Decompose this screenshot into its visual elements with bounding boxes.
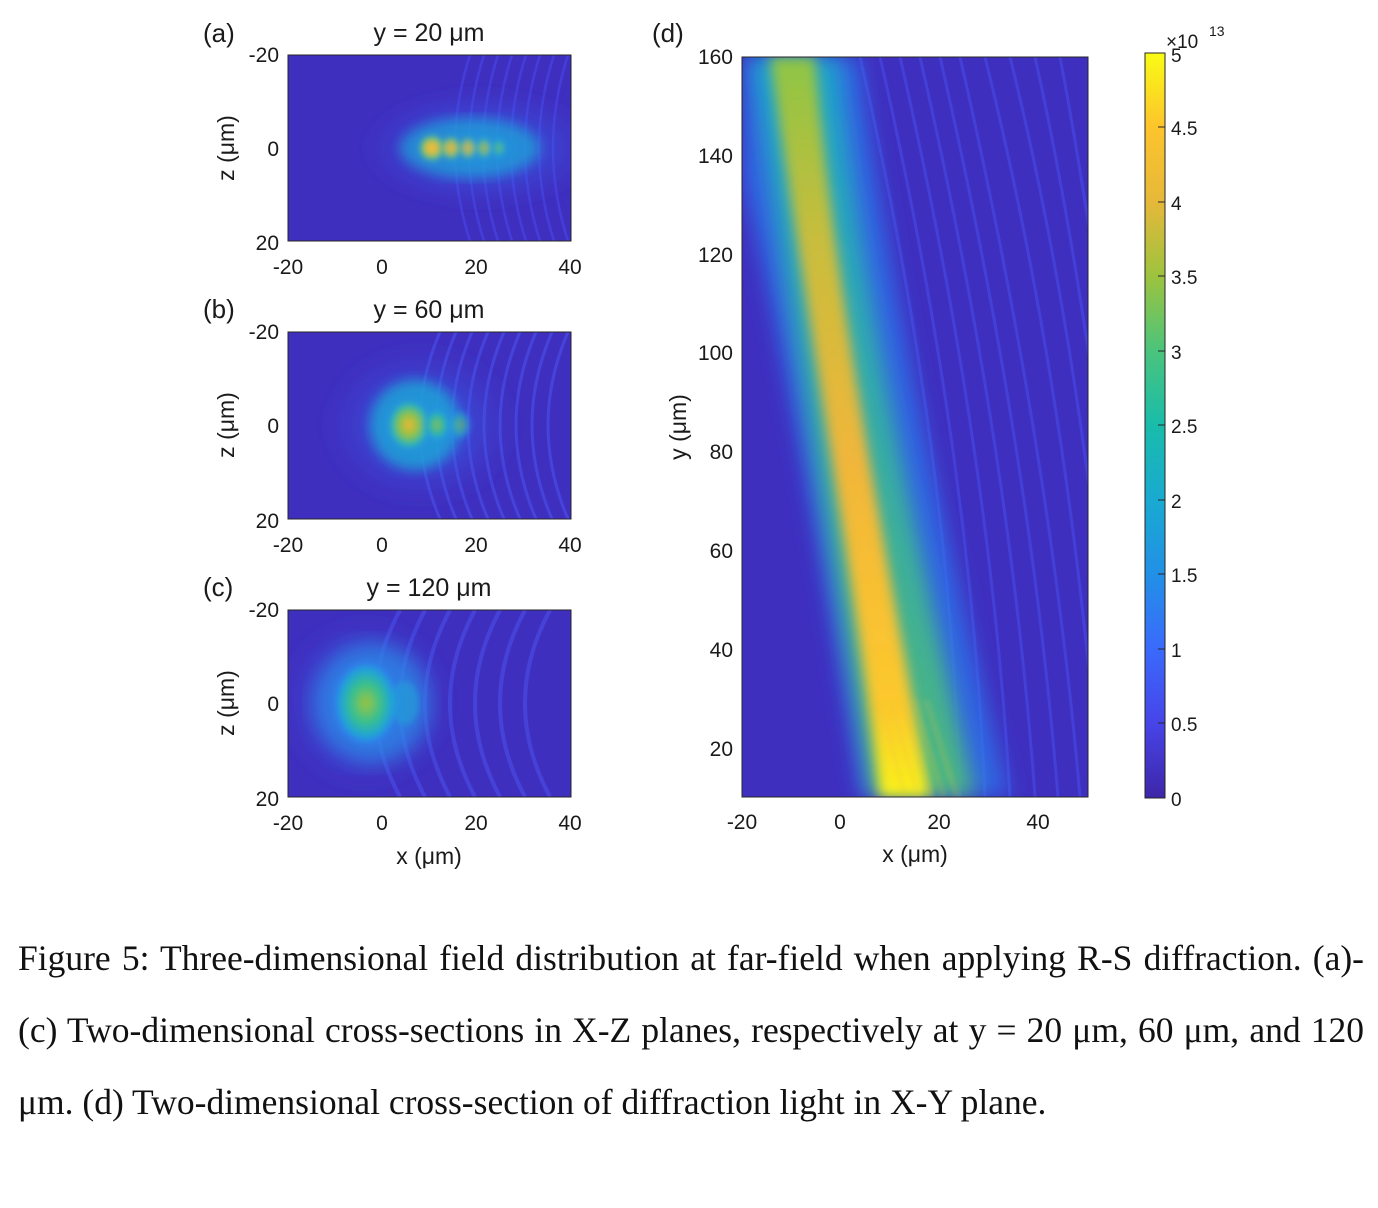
ytick-label: 80 [710,441,733,464]
colorbar-tick-label: 3 [1171,343,1182,364]
xlabel-d: x (μm) [882,841,948,867]
panel-title-c: y = 120 μm [367,574,492,602]
panel-label-d: (d) [652,18,684,48]
bright-spots-b [385,397,471,453]
ytick-label: 20 [710,738,733,761]
ylabel-a: z (μm) [213,115,239,181]
xticks-d: -20 0 20 40 [727,811,1050,834]
heatmap-c [288,610,571,797]
ytick-label: 160 [698,46,733,69]
ytick-label: 40 [710,639,733,662]
colorbar-tick-label: 1.5 [1171,566,1197,587]
heatmap-a [288,55,571,241]
colorbar-tick-label: 0.5 [1171,715,1197,736]
xtick-label: 20 [464,256,487,279]
heatmap-b [288,332,571,519]
xtick-label: 20 [464,812,487,835]
bright-spots-a [416,132,507,164]
ytick-label: -20 [249,44,279,67]
colorbar-tick-label: 4 [1171,194,1182,215]
panel-c: (c) y = 120 μm -20 0 20 -20 0 [203,572,582,869]
panel-a: (a) y = 20 μm -20 0 20 [203,18,582,279]
colorbar-tick-label: 2.5 [1171,417,1197,438]
xtick-label: -20 [727,811,757,834]
xtick-label: -20 [273,812,303,835]
panel-label-a: (a) [203,18,235,48]
xtick-label: -20 [273,256,303,279]
ylabel-b: z (μm) [213,392,239,458]
xtick-label: 20 [464,534,487,557]
xtick-label: 0 [376,256,388,279]
ytick-label: 20 [256,788,279,811]
xlabel-c: x (μm) [396,843,462,869]
ylabel-c: z (μm) [213,670,239,736]
colorbar-tick-label: 1 [1171,641,1182,662]
ytick-label: 120 [698,244,733,267]
yticks-d: 160 140 120 100 80 60 40 20 [698,46,733,761]
xtick-label: 40 [558,256,581,279]
xtick-label: 20 [927,811,950,834]
panel-title-a: y = 20 μm [374,19,485,47]
panel-d: (d) 160 140 120 100 80 60 [652,18,1089,867]
xtick-label: 40 [558,534,581,557]
xtick-label: 40 [1026,811,1049,834]
figure-caption: Figure 5: Three-dimensional field distri… [18,922,1364,1138]
bright-spots-c [332,659,419,747]
figure-5: (a) y = 20 μm -20 0 20 [203,18,1225,869]
colorbar-ticks [1158,126,1165,724]
xtick-label: 0 [834,811,846,834]
colorbar-tick-label: 4.5 [1171,119,1197,140]
xtick-label: 0 [376,534,388,557]
xtick-label: -20 [273,534,303,557]
heatmap-d [742,57,1088,797]
colorbar-tick-label: 0 [1171,790,1182,811]
xtick-label: 0 [376,812,388,835]
ylabel-d: y (μm) [665,394,691,460]
yticks-c: -20 0 20 [249,599,279,811]
ytick-label: 0 [267,415,279,438]
ytick-label: -20 [249,321,279,344]
ytick-label: 0 [267,138,279,161]
xtick-label: 40 [558,812,581,835]
xticks-c: -20 0 20 40 [273,812,582,835]
ytick-label: 20 [256,232,279,255]
colorbar-tick-label: 3.5 [1171,268,1197,289]
caption-text: Figure 5: Three-dimensional field distri… [18,938,1364,1122]
panel-label-b: (b) [203,294,235,324]
ytick-label: 100 [698,342,733,365]
beam-stripes [879,699,958,797]
fringes-d [858,57,1088,797]
ytick-label: 60 [710,540,733,563]
xticks-b: -20 0 20 40 [273,534,582,557]
panel-label-c: (c) [203,572,233,602]
panel-title-b: y = 60 μm [374,296,485,324]
colorbar-exponent-base: ×10 [1166,32,1198,53]
colorbar-exponent: 13 [1209,23,1225,39]
ytick-label: 20 [256,510,279,533]
ytick-label: 0 [267,693,279,716]
colorbar: ×10 13 5 4.5 4 3.5 3 2.5 2 1.5 1 0.5 0 [1144,23,1225,811]
beam-core [770,57,930,797]
panel-b: (b) y = 60 μm -20 0 20 [203,294,582,557]
ytick-label: -20 [249,599,279,622]
colorbar-tick-label: 5 [1171,46,1182,67]
yticks-b: -20 0 20 [249,321,279,533]
ytick-label: 140 [698,145,733,168]
colorbar-tick-label: 2 [1171,492,1182,513]
yticks-a: -20 0 20 [249,44,279,255]
xticks-a: -20 0 20 40 [273,256,582,279]
